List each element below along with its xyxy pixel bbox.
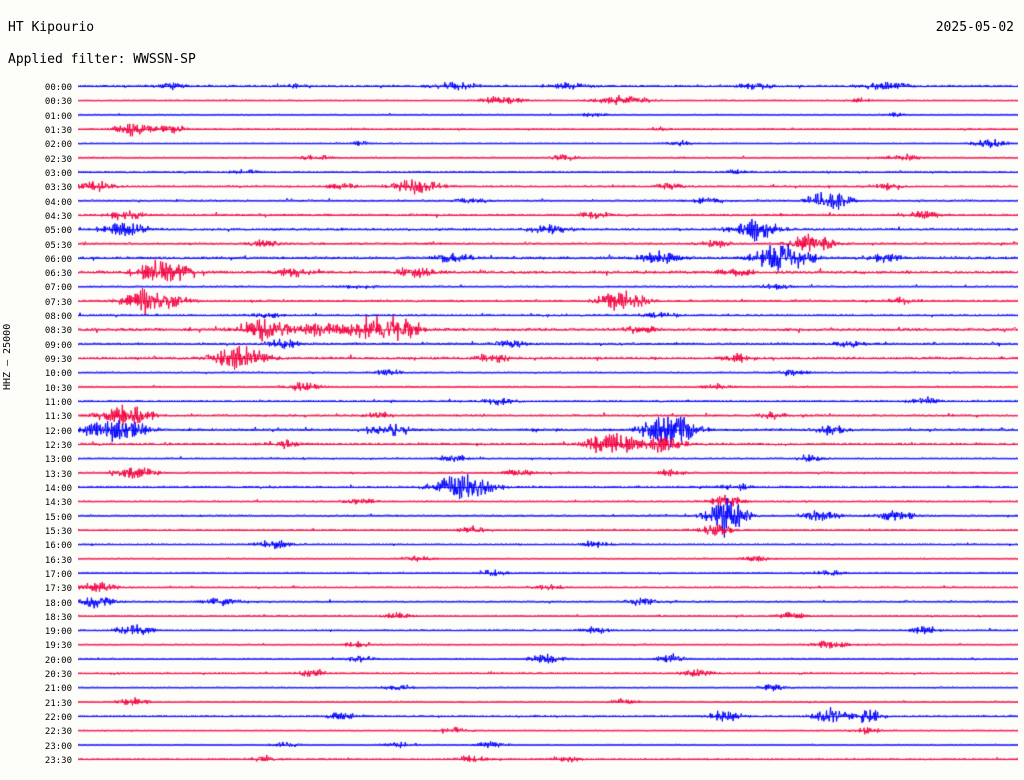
time-tick-02-30: 02:30 [44,154,72,165]
time-tick-12-30: 12:30 [44,441,72,451]
time-tick-15-30: 15:30 [44,526,72,537]
time-tick-12-00: 12:00 [44,426,72,437]
time-tick-04-00: 04:00 [44,197,72,208]
time-tick-21-00: 21:00 [44,684,72,695]
time-tick-21-30: 21:30 [44,698,72,709]
time-tick-01-30: 01:30 [44,125,72,136]
time-tick-13-30: 13:30 [44,469,72,480]
time-tick-07-30: 07:30 [44,297,72,308]
time-tick-11-30: 11:30 [44,412,72,423]
time-tick-01-00: 01:00 [44,111,72,122]
time-tick-20-00: 20:00 [44,655,72,666]
time-tick-10-30: 10:30 [44,383,72,394]
seismogram-traces [78,80,1018,772]
time-tick-20-30: 20:30 [44,670,72,681]
time-tick-03-00: 03:00 [44,168,72,179]
time-tick-18-30: 18:30 [44,612,72,623]
time-tick-09-30: 09:30 [44,355,72,366]
time-tick-13-00: 13:00 [44,455,72,466]
time-tick-17-30: 17:30 [44,584,72,595]
time-tick-19-30: 19:30 [44,641,72,652]
time-tick-05-30: 05:30 [44,240,72,251]
time-tick-16-30: 16:30 [44,555,72,566]
time-tick-17-00: 17:00 [44,569,72,580]
time-tick-16-00: 16:00 [44,541,72,552]
time-axis: 00:00 00:30 01:00 01:30 02:00 02:30 03:00 03:30… [0,84,76,772]
time-tick-15-00: 15:00 [44,512,72,523]
time-tick-06-30: 06:30 [44,269,72,280]
time-tick-03-30: 03:30 [44,183,72,194]
time-tick-22-00: 22:00 [44,713,72,724]
time-tick-00-00: 00:00 [44,83,72,93]
applied-filter-label: Applied filter: WWSSN-SP [8,52,196,67]
time-tick-00-30: 00:30 [44,97,72,108]
time-tick-18-00: 18:00 [44,598,72,609]
time-tick-22-30: 22:30 [44,727,72,738]
time-tick-09-00: 09:00 [44,340,72,351]
time-tick-05-00: 05:00 [44,226,72,237]
page-title: HT Kipourio [8,20,95,35]
time-tick-04-30: 04:30 [44,211,72,222]
time-tick-19-00: 19:00 [44,627,72,638]
time-tick-10-00: 10:00 [44,369,72,380]
time-tick-14-00: 14:00 [44,483,72,494]
time-tick-11-00: 11:00 [44,398,72,409]
date-label: 2025-05-02 [935,20,1014,35]
time-tick-08-00: 08:00 [44,312,72,323]
time-tick-08-30: 08:30 [44,326,72,337]
time-tick-23-00: 23:00 [44,741,72,752]
time-tick-23-30: 23:30 [44,756,72,767]
time-tick-07-00: 07:00 [44,283,72,294]
time-tick-06-00: 06:00 [44,254,72,265]
time-tick-14-30: 14:30 [44,498,72,509]
time-tick-02-00: 02:00 [44,140,72,151]
